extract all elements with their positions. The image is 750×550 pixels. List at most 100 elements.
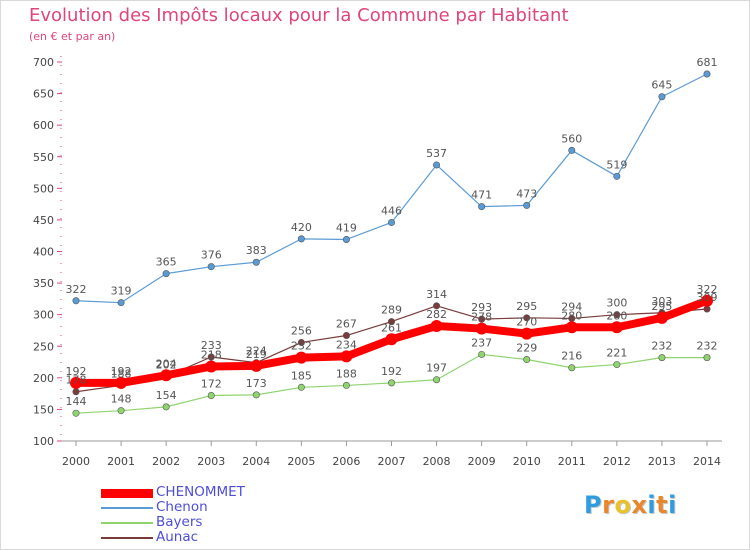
- data-label-chenon: 383: [246, 244, 267, 257]
- legend-swatch-chenon: [101, 507, 153, 509]
- data-point-chenommet: [115, 376, 128, 389]
- data-point-aunac: [72, 388, 80, 396]
- data-label-chenon: 420: [291, 221, 312, 234]
- data-point-bayers: [568, 364, 576, 372]
- data-point-aunac: [297, 338, 305, 346]
- data-label-aunac: 294: [561, 300, 582, 313]
- data-point-chenon: [433, 161, 441, 169]
- data-point-bayers: [387, 379, 395, 387]
- data-label-bayers: 172: [201, 378, 222, 391]
- data-point-bayers: [72, 409, 80, 417]
- x-tick-label: 2003: [197, 455, 225, 468]
- data-label-chenon: 519: [606, 158, 627, 171]
- data-label-chenommet: 322: [697, 283, 718, 296]
- data-label-chenommet: 219: [246, 348, 267, 361]
- y-tick-label: 250: [33, 340, 54, 353]
- data-label-bayers: 232: [697, 340, 718, 353]
- data-label-chenon: 560: [561, 132, 582, 145]
- data-point-chenommet: [340, 350, 353, 363]
- data-point-chenon: [162, 270, 170, 278]
- y-tick-label: 650: [33, 88, 54, 101]
- x-tick-label: 2008: [423, 455, 451, 468]
- data-point-chenon: [658, 93, 666, 101]
- data-label-bayers: 221: [606, 347, 627, 360]
- x-tick-label: 2004: [242, 455, 270, 468]
- legend-label: Aunac: [156, 529, 199, 545]
- data-point-chenommet: [295, 351, 308, 364]
- data-point-chenon: [703, 70, 711, 78]
- data-label-bayers: 229: [516, 342, 537, 355]
- data-label-aunac: 303: [651, 295, 672, 308]
- legend-item-chenommet: CHENOMMET: [101, 484, 301, 500]
- y-tick-label: 100: [33, 435, 54, 448]
- y-tick-label: 350: [33, 277, 54, 290]
- y-tick-label: 450: [33, 214, 54, 227]
- data-label-chenon: 473: [516, 187, 537, 200]
- data-point-aunac: [523, 314, 531, 322]
- data-label-chenommet: 232: [291, 340, 312, 353]
- data-label-bayers: 197: [426, 362, 447, 375]
- data-label-chenommet: 278: [471, 311, 492, 324]
- y-tick-label: 600: [33, 119, 54, 132]
- data-point-chenon: [387, 218, 395, 226]
- data-point-chenon: [207, 263, 215, 271]
- data-point-bayers: [342, 381, 350, 389]
- data-label-aunac: 188: [111, 367, 132, 380]
- data-point-bayers: [252, 391, 260, 399]
- y-tick-label: 550: [33, 151, 54, 164]
- logo-letter: i: [668, 491, 677, 519]
- y-tick-label: 400: [33, 246, 54, 259]
- data-point-chenommet: [160, 369, 173, 382]
- data-label-chenommet: 280: [561, 309, 582, 322]
- data-point-chenon: [478, 203, 486, 211]
- data-point-bayers: [433, 376, 441, 384]
- data-point-chenommet: [565, 321, 578, 334]
- data-label-chenommet: 282: [426, 308, 447, 321]
- data-point-chenon: [568, 146, 576, 154]
- x-tick-label: 2010: [513, 455, 541, 468]
- data-label-aunac: 224: [246, 345, 267, 358]
- data-label-chenommet: 270: [516, 316, 537, 329]
- data-label-bayers: 148: [111, 393, 132, 406]
- data-label-aunac: 233: [201, 339, 222, 352]
- y-tick-label: 150: [33, 403, 54, 416]
- data-label-bayers: 237: [471, 336, 492, 349]
- data-point-chenon: [252, 258, 260, 266]
- data-label-bayers: 216: [561, 350, 582, 363]
- data-point-chenon: [297, 235, 305, 243]
- data-point-aunac: [433, 302, 441, 310]
- x-tick-label: 2005: [287, 455, 315, 468]
- y-tick-label: 700: [33, 56, 54, 69]
- x-tick-label: 2007: [378, 455, 406, 468]
- logo-letter: r: [602, 491, 615, 519]
- data-label-bayers: 185: [291, 369, 312, 382]
- data-label-chenommet: 295: [651, 300, 672, 313]
- data-point-aunac: [478, 315, 486, 323]
- legend-swatch-bayers: [101, 522, 153, 524]
- data-point-bayers: [162, 403, 170, 411]
- data-label-bayers: 232: [651, 340, 672, 353]
- data-point-chenommet: [520, 327, 533, 340]
- legend-label: Chenon: [156, 499, 208, 515]
- data-label-chenon: 319: [111, 285, 132, 298]
- x-tick-label: 2002: [152, 455, 180, 468]
- chart-title: Evolution des Impôts locaux pour la Comm…: [29, 5, 569, 26]
- data-label-chenon: 681: [697, 56, 718, 69]
- data-point-bayers: [297, 383, 305, 391]
- data-point-bayers: [658, 354, 666, 362]
- data-label-bayers: 188: [336, 367, 357, 380]
- data-label-chenon: 419: [336, 221, 357, 234]
- data-label-bayers: 192: [381, 365, 402, 378]
- x-tick-label: 2009: [468, 455, 496, 468]
- data-label-bayers: 144: [66, 395, 87, 408]
- data-label-aunac: 267: [336, 318, 357, 331]
- data-point-aunac: [207, 353, 215, 361]
- data-label-chenon: 322: [66, 283, 87, 296]
- legend-label: Bayers: [156, 514, 203, 530]
- logo-letter: P: [584, 491, 603, 519]
- data-point-aunac: [342, 332, 350, 340]
- data-label-bayers: 173: [246, 377, 267, 390]
- x-tick-label: 2000: [62, 455, 90, 468]
- data-label-aunac: 300: [606, 297, 627, 310]
